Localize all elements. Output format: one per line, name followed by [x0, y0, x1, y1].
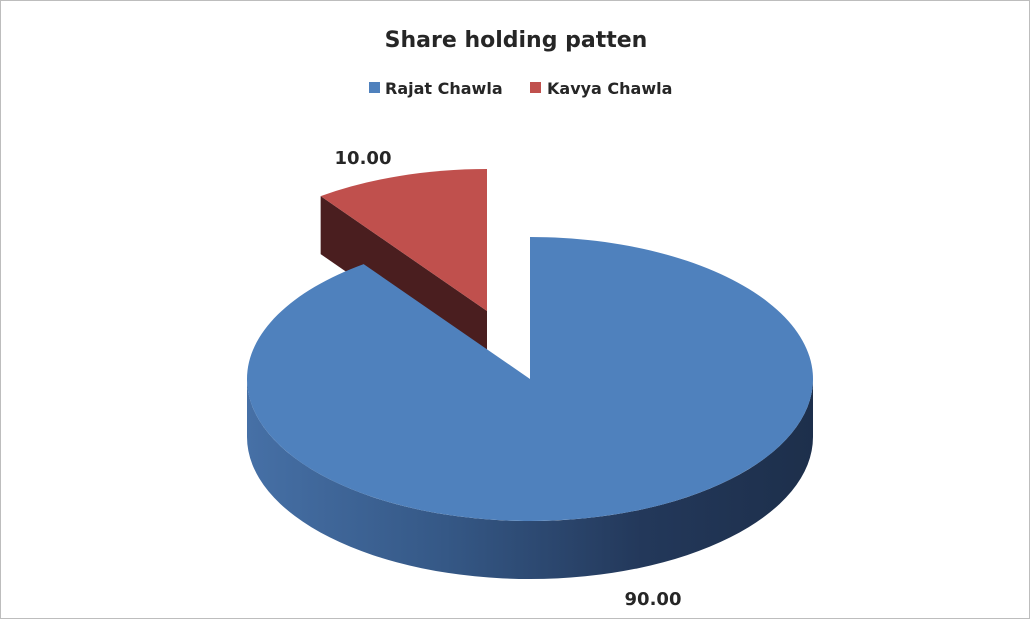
legend-label-kavya: Kavya Chawla — [547, 79, 672, 98]
legend-swatch-kavya — [530, 82, 541, 93]
slice-kavya — [320, 169, 487, 311]
slice-rajat — [247, 237, 814, 521]
slice-side-rajat — [247, 379, 813, 579]
data-label-kavya: 10.00 — [335, 148, 392, 169]
data-label-rajat: 90.00 — [625, 589, 682, 610]
legend-label-rajat: Rajat Chawla — [385, 79, 503, 98]
legend: Rajat Chawla Kavya Chawla — [369, 79, 672, 98]
legend-swatch-rajat — [369, 82, 380, 93]
chart-title: Share holding patten — [385, 28, 648, 53]
